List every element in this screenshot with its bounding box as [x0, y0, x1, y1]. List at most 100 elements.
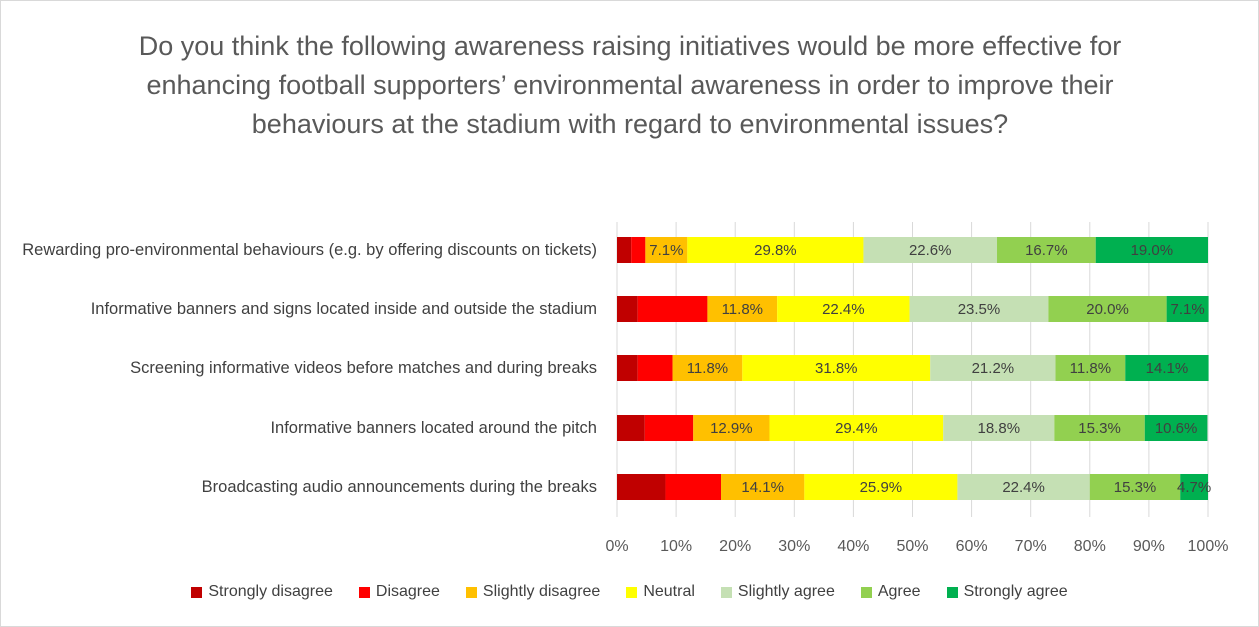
- legend-item: Neutral: [626, 583, 695, 601]
- bar-segment: [617, 474, 666, 500]
- x-tick-label: 50%: [896, 538, 928, 555]
- chart-title: Do you think the following awareness rai…: [138, 31, 1122, 139]
- value-label: 22.6%: [909, 242, 952, 259]
- bar-segment: [769, 415, 944, 441]
- bar-segment: [1180, 474, 1208, 500]
- legend-item: Strongly disagree: [191, 583, 333, 601]
- bar-segment: [930, 355, 1056, 381]
- bar-segment: [637, 296, 708, 322]
- bar-segment: [637, 355, 673, 381]
- category-label: Rewarding pro-environmental behaviours (…: [22, 240, 597, 259]
- bar-segment: [943, 415, 1055, 441]
- legend-swatch: [860, 586, 872, 598]
- value-label: 12.9%: [710, 420, 753, 437]
- bar-segment: [1125, 355, 1209, 381]
- value-label: 7.1%: [649, 242, 683, 259]
- bar-segment: [997, 237, 1096, 263]
- category-label: Informative banners located around the p…: [270, 418, 597, 437]
- value-label: 15.3%: [1114, 479, 1157, 496]
- legend-label: Slightly disagree: [482, 583, 601, 600]
- bar-segment: [1054, 415, 1145, 441]
- value-label: 15.3%: [1078, 420, 1121, 437]
- bar-segment: [957, 474, 1090, 500]
- value-label: 10.6%: [1155, 420, 1198, 437]
- value-label: 22.4%: [1002, 479, 1045, 496]
- category-label-box: Informative banners located around the p…: [12, 400, 597, 456]
- value-label: 18.8%: [978, 420, 1021, 437]
- x-tick-label: 0%: [605, 538, 628, 555]
- legend-label: Slightly agree: [737, 583, 835, 600]
- category-label-box: Broadcasting audio announcements during …: [12, 459, 597, 515]
- bar-segment: [617, 296, 638, 322]
- value-label: 22.4%: [822, 301, 865, 318]
- value-label: 20.0%: [1086, 301, 1129, 318]
- value-label: 19.0%: [1131, 242, 1174, 259]
- x-tick-label: 90%: [1133, 538, 1165, 555]
- legend-item: Agree: [860, 583, 921, 601]
- bar-segment: [631, 237, 646, 263]
- legend-label: Agree: [877, 583, 921, 600]
- bar-segment: [721, 474, 805, 500]
- legend-label: Strongly disagree: [208, 583, 333, 600]
- x-tick-label: 20%: [719, 538, 751, 555]
- legend-swatch: [720, 586, 732, 598]
- legend-label: Neutral: [643, 583, 695, 600]
- legend-item: Disagree: [358, 583, 440, 601]
- category-label-box: Informative banners and signs located in…: [12, 281, 597, 337]
- value-label: 29.4%: [835, 420, 878, 437]
- value-label: 11.8%: [722, 301, 763, 318]
- bar-segment: [665, 474, 722, 500]
- x-tick-label: 10%: [660, 538, 692, 555]
- value-label: 7.1%: [1171, 301, 1205, 318]
- legend-item: Strongly agree: [946, 583, 1068, 601]
- bar-segment: [617, 415, 645, 441]
- value-label: 16.7%: [1025, 242, 1068, 259]
- value-label: 23.5%: [958, 301, 1001, 318]
- value-label: 31.8%: [815, 360, 858, 377]
- bar-segment: [777, 296, 910, 322]
- value-label: 14.1%: [741, 479, 784, 496]
- legend-swatch: [626, 586, 638, 598]
- legend-item: Slightly agree: [720, 583, 835, 601]
- legend: Strongly disagree Disagree Slightly disagr…: [0, 583, 1259, 601]
- bar-segment: [742, 355, 931, 381]
- category-label-box: Screening informative videos before matc…: [12, 340, 597, 396]
- bar-segment: [1089, 474, 1181, 500]
- bar-segment: [687, 237, 864, 263]
- value-label: 4.7%: [1177, 479, 1211, 496]
- x-tick-label: 60%: [956, 538, 988, 555]
- bar-segment: [863, 237, 998, 263]
- bar-segment: [644, 415, 694, 441]
- bar-segment: [1048, 296, 1167, 322]
- value-label: 25.9%: [860, 479, 903, 496]
- bar-segment: [645, 237, 688, 263]
- category-label: Broadcasting audio announcements during …: [201, 477, 597, 496]
- value-label: 11.8%: [1070, 360, 1111, 377]
- category-label-box: Rewarding pro-environmental behaviours (…: [12, 222, 597, 278]
- legend-item: Slightly disagree: [465, 583, 601, 601]
- legend-swatch: [191, 586, 203, 598]
- bar-segment: [1144, 415, 1208, 441]
- x-tick-label: 40%: [837, 538, 869, 555]
- bar-segment: [804, 474, 958, 500]
- legend-label: Disagree: [375, 583, 440, 600]
- value-label: 21.2%: [972, 360, 1015, 377]
- legend-swatch: [465, 586, 477, 598]
- value-label: 29.8%: [754, 242, 797, 259]
- category-label: Screening informative videos before matc…: [130, 358, 597, 377]
- x-tick-label: 30%: [778, 538, 810, 555]
- x-tick-label: 70%: [1015, 538, 1047, 555]
- x-tick-label: 80%: [1074, 538, 1106, 555]
- category-label: Informative banners and signs located in…: [90, 299, 597, 318]
- bar-segment: [707, 296, 778, 322]
- bar-segment: [1095, 237, 1208, 263]
- value-label: 11.8%: [687, 360, 728, 377]
- legend-label: Strongly agree: [963, 583, 1068, 600]
- bar-segment: [693, 415, 770, 441]
- legend-swatch: [946, 586, 958, 598]
- x-tick-label: 100%: [1188, 538, 1229, 555]
- bar-segment: [672, 355, 743, 381]
- value-label: 14.1%: [1146, 360, 1189, 377]
